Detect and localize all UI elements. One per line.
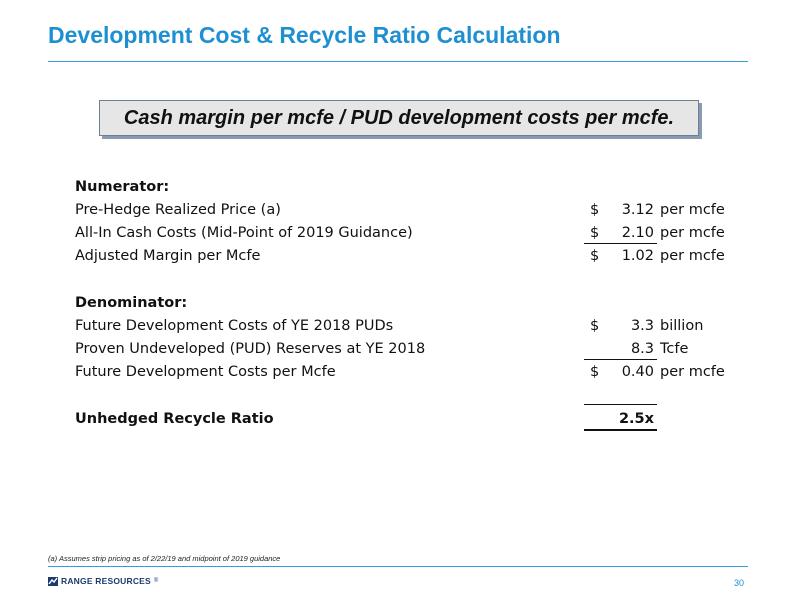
row-unit: per mcfe (660, 202, 725, 218)
table-row: Proven Undeveloped (PUD) Reserves at YE … (0, 338, 800, 360)
currency-symbol: $ (590, 248, 600, 264)
result-row: Unhedged Recycle Ratio 2.5x (0, 408, 800, 430)
row-value: 0.40 (621, 364, 654, 380)
denominator-heading: Denominator: (75, 295, 188, 311)
row-value: 2.10 (621, 225, 654, 241)
row-unit: billion (660, 318, 704, 334)
registered-mark: ® (153, 578, 159, 584)
footnote: (a) Assumes strip pricing as of 2/22/19 … (48, 554, 281, 563)
row-label: Future Development Costs per Mcfe (75, 364, 336, 380)
denominator-heading-row: Denominator: (0, 292, 800, 314)
row-label: Adjusted Margin per Mcfe (75, 248, 261, 264)
table-row: Adjusted Margin per Mcfe $ 1.02 per mcfe (0, 245, 800, 267)
row-value: 1.02 (621, 248, 654, 264)
row-unit: per mcfe (660, 364, 725, 380)
currency-symbol: $ (590, 364, 600, 380)
row-label: Proven Undeveloped (PUD) Reserves at YE … (75, 341, 426, 357)
slide-title: Development Cost & Recycle Ratio Calcula… (48, 22, 561, 48)
table-row: Future Development Costs of YE 2018 PUDs… (0, 315, 800, 337)
numerator-heading-row: Numerator: (0, 176, 800, 198)
row-label: Pre-Hedge Realized Price (a) (75, 202, 281, 218)
footer-divider (48, 566, 748, 567)
result-value: 2.5x (618, 411, 654, 427)
company-logo: RANGE RESOURCES ® (48, 576, 158, 586)
formula-box: Cash margin per mcfe / PUD development c… (99, 100, 699, 136)
page-number: 30 (733, 578, 744, 588)
result-underline (584, 429, 657, 431)
range-logo-icon (48, 576, 58, 586)
currency-symbol: $ (590, 225, 600, 241)
result-overline (584, 404, 657, 405)
subtotal-underline (584, 243, 657, 244)
currency-symbol: $ (590, 318, 600, 334)
row-label: Future Development Costs of YE 2018 PUDs (75, 318, 394, 334)
row-label: All-In Cash Costs (Mid-Point of 2019 Gui… (75, 225, 413, 241)
row-unit: per mcfe (660, 248, 725, 264)
logo-text: RANGE RESOURCES (61, 576, 151, 586)
row-unit: per mcfe (660, 225, 725, 241)
subtotal-underline (584, 359, 657, 360)
row-value: 3.3 (630, 318, 654, 334)
row-unit: Tcfe (660, 341, 689, 357)
row-value: 8.3 (630, 341, 654, 357)
table-row: Pre-Hedge Realized Price (a) $ 3.12 per … (0, 199, 800, 221)
row-value: 3.12 (621, 202, 654, 218)
result-label: Unhedged Recycle Ratio (75, 411, 274, 427)
currency-symbol: $ (590, 202, 600, 218)
title-divider (48, 61, 748, 62)
numerator-heading: Numerator: (75, 179, 170, 195)
table-row: Future Development Costs per Mcfe $ 0.40… (0, 361, 800, 383)
table-row: All-In Cash Costs (Mid-Point of 2019 Gui… (0, 222, 800, 244)
